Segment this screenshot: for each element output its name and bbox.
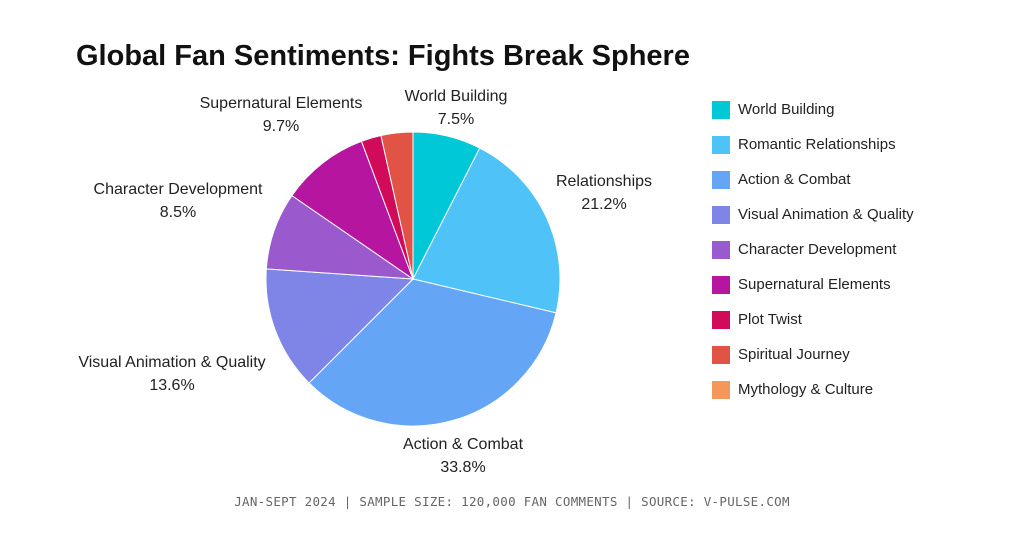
legend-item-character-development: Character Development <box>712 241 914 276</box>
legend-swatch <box>712 346 730 364</box>
slice-label-character-development: Character Development <box>94 181 264 198</box>
slice-value-world-building: 7.5% <box>438 111 474 128</box>
legend-label: Mythology & Culture <box>738 381 874 398</box>
legend-item-supernatural-elements: Supernatural Elements <box>712 276 914 311</box>
legend-swatch <box>712 381 730 399</box>
legend-label: World Building <box>738 101 835 118</box>
footer-note: JAN-SEPT 2024 | SAMPLE SIZE: 120,000 FAN… <box>234 494 790 509</box>
slice-romantic-relationships <box>412 147 561 314</box>
legend-swatch <box>712 276 730 294</box>
slice-value-character-development: 8.5% <box>160 204 196 221</box>
pie-labels: World Building 7.5% Relationships 21.2% Acti… <box>78 88 652 476</box>
legend-item-plot-twist: Plot Twist <box>712 311 914 346</box>
slice-visual-animation-and-quality <box>265 268 415 384</box>
legend-label: Visual Animation & Quality <box>738 206 914 223</box>
slice-label-world-building: World Building <box>405 88 508 105</box>
slice-value-romantic-relationships: 21.2% <box>581 196 626 213</box>
slice-label-romantic-relationships: Relationships <box>556 173 652 190</box>
slice-value-visual-animation-and-quality: 13.6% <box>149 377 194 394</box>
legend-item-mythology-and-culture: Mythology & Culture <box>712 381 914 416</box>
legend-swatch <box>712 101 730 119</box>
legend-label: Character Development <box>738 241 897 258</box>
legend-label: Plot Twist <box>738 311 802 328</box>
slice-label-action-and-combat: Action & Combat <box>403 436 524 453</box>
legend-swatch <box>712 206 730 224</box>
legend-swatch <box>712 136 730 154</box>
slice-action-and-combat <box>308 278 557 427</box>
legend-swatch <box>712 241 730 259</box>
pie-slices <box>265 131 561 427</box>
slice-value-supernatural-elements: 9.7% <box>263 118 299 135</box>
chart-title: Global Fan Sentiments: Fights Break Sphe… <box>76 40 690 72</box>
slice-label-visual-animation-and-quality: Visual Animation & Quality <box>78 354 265 371</box>
legend-item-spiritual-journey: Spiritual Journey <box>712 346 914 381</box>
legend-item-world-building: World Building <box>712 101 914 136</box>
legend-label: Supernatural Elements <box>738 276 891 293</box>
slice-value-action-and-combat: 33.8% <box>440 459 485 476</box>
legend-item-romantic-relationships: Romantic Relationships <box>712 136 914 171</box>
legend-label: Action & Combat <box>738 171 851 188</box>
slice-spiritual-journey <box>380 131 414 280</box>
slice-supernatural-elements <box>291 140 415 281</box>
legend: World Building Romantic Relationships Acti… <box>712 101 914 416</box>
legend-swatch <box>712 311 730 329</box>
legend-item-action-and-combat: Action & Combat <box>712 171 914 206</box>
legend-item-visual-animation-and-quality: Visual Animation & Quality <box>712 206 914 241</box>
slice-label-supernatural-elements: Supernatural Elements <box>200 95 363 112</box>
legend-swatch <box>712 171 730 189</box>
legend-label: Spiritual Journey <box>738 346 850 363</box>
legend-label: Romantic Relationships <box>738 136 896 153</box>
